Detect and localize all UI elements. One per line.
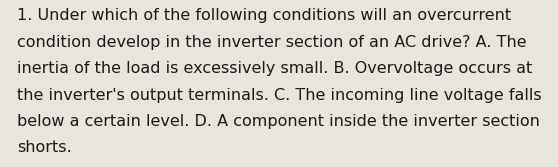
Text: shorts.: shorts. — [17, 140, 71, 155]
Text: below a certain level. D. A component inside the inverter section: below a certain level. D. A component in… — [17, 114, 540, 129]
Text: 1. Under which of the following conditions will an overcurrent: 1. Under which of the following conditio… — [17, 8, 511, 23]
Text: condition develop in the inverter section of an AC drive? A. The: condition develop in the inverter sectio… — [17, 35, 526, 50]
Text: inertia of the load is excessively small. B. Overvoltage occurs at: inertia of the load is excessively small… — [17, 61, 532, 76]
Text: the inverter's output terminals. C. The incoming line voltage falls: the inverter's output terminals. C. The … — [17, 88, 541, 103]
